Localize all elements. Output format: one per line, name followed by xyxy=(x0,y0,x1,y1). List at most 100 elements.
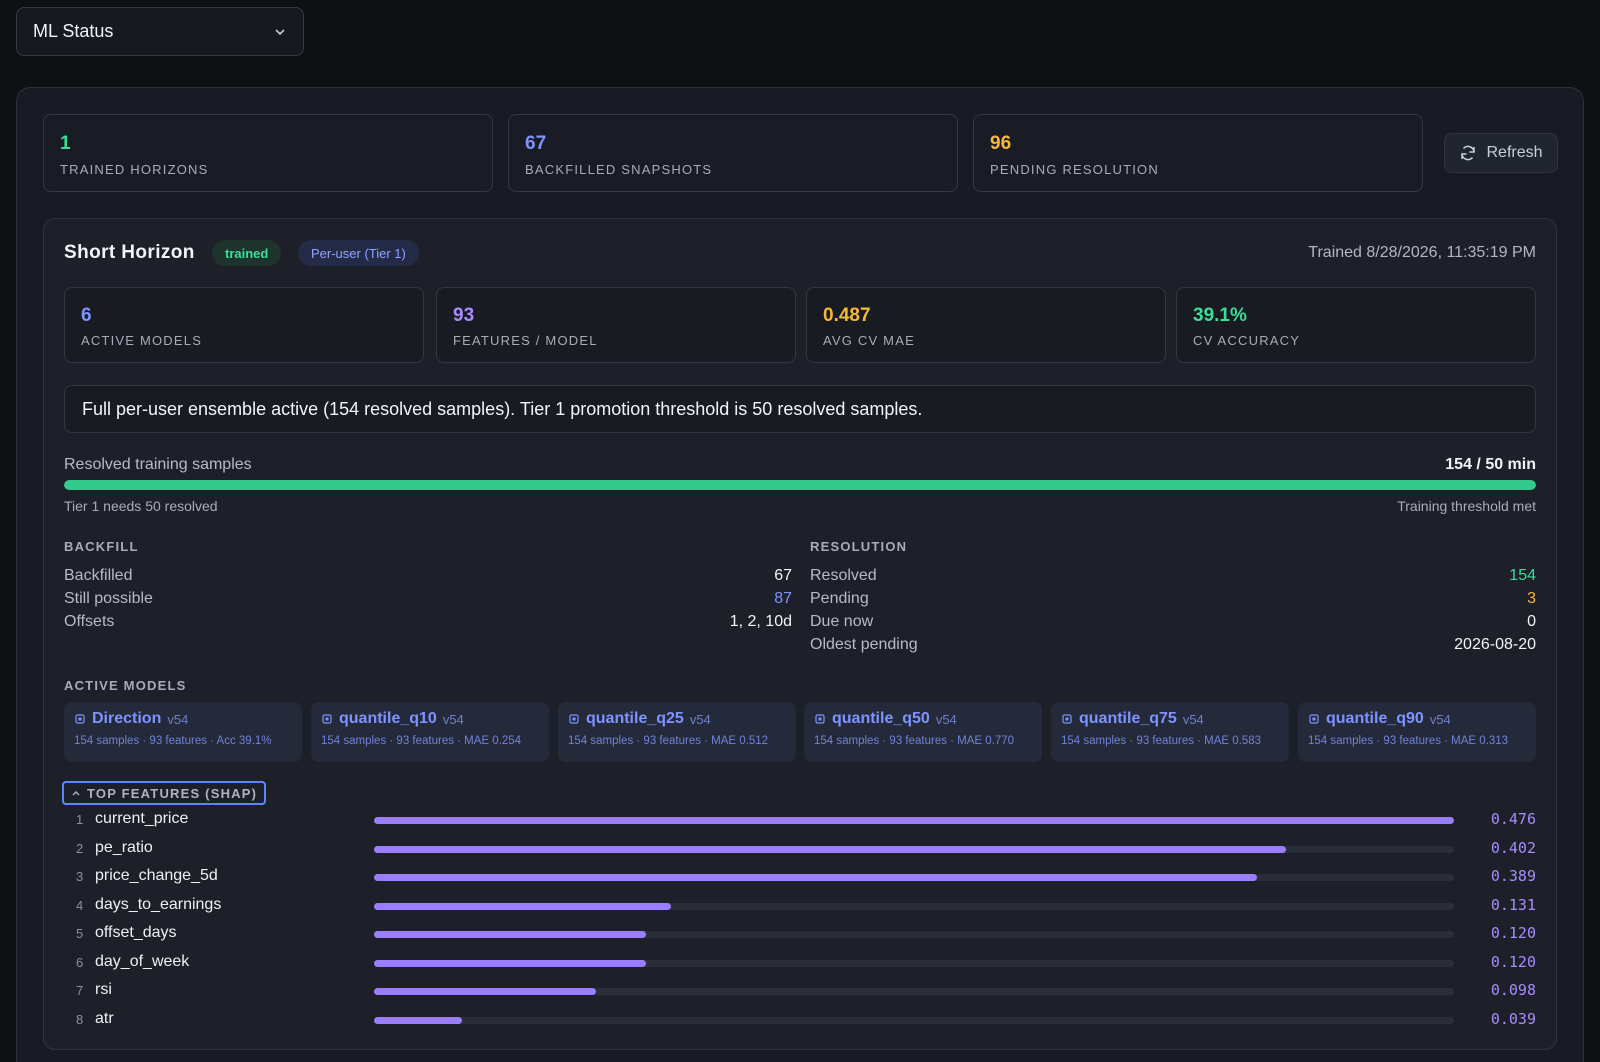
metric-features-per-model: 93 FEATURES / MODEL xyxy=(436,287,796,363)
model-version: v54 xyxy=(935,711,957,727)
model-card-quantile-q25[interactable]: quantile_q25 v54 154 samples · 93 featur… xyxy=(558,702,796,762)
metric-value: 6 xyxy=(81,305,92,326)
feature-row: 3 price_change_5d 0.389 xyxy=(64,863,1536,891)
feature-bar xyxy=(374,874,1257,881)
resolution-row: Oldest pending 2026-08-20 xyxy=(810,636,1536,654)
top-features-toggle[interactable]: TOP FEATURES (SHAP) xyxy=(62,781,267,805)
model-card-quantile-q10[interactable]: quantile_q10 v54 154 samples · 93 featur… xyxy=(311,702,549,762)
resolution-heading: RESOLUTION xyxy=(810,539,908,554)
feature-name: atr xyxy=(95,1009,114,1027)
model-name: Direction xyxy=(92,710,162,727)
stat-label: PENDING RESOLUTION xyxy=(990,162,1159,177)
chevron-down-icon xyxy=(275,28,285,35)
stat-pending-resolution: 96 PENDING RESOLUTION xyxy=(973,114,1423,192)
metric-label: FEATURES / MODEL xyxy=(453,333,598,348)
stat-trained-horizons: 1 TRAINED HORIZONS xyxy=(43,114,493,192)
model-stats: 154 samples · 93 features · MAE 0.254 xyxy=(321,735,522,747)
model-card-direction[interactable]: Direction v54 154 samples · 93 features … xyxy=(64,702,302,762)
metric-label: CV ACCURACY xyxy=(1193,333,1301,348)
tier-badge: Per-user (Tier 1) xyxy=(298,240,419,266)
feature-bar xyxy=(374,902,672,910)
feature-bar xyxy=(374,1016,463,1024)
metric-cv-accuracy: 39.1% CV ACCURACY xyxy=(1176,287,1536,363)
feature-rank: 5 xyxy=(76,926,84,941)
feature-row: 7 rsi 0.098 xyxy=(64,977,1536,1005)
feature-row: 8 atr 0.039 xyxy=(64,1006,1536,1034)
kv-value: 3 xyxy=(1527,590,1536,607)
feature-bar-track xyxy=(374,845,1454,853)
feature-bar-track xyxy=(374,874,1454,881)
kv-value: 2026-08-20 xyxy=(1454,636,1536,653)
feature-bar-track xyxy=(374,902,1454,910)
kv-key: Oldest pending xyxy=(810,636,918,653)
feature-row: 1 current_price 0.476 xyxy=(64,806,1536,834)
model-version: v54 xyxy=(689,711,711,727)
feature-rank: 3 xyxy=(76,869,84,884)
backfill-row: Backfilled 67 xyxy=(64,567,792,585)
feature-rank: 4 xyxy=(76,897,84,913)
feature-bar-track xyxy=(374,959,1454,967)
model-name: quantile_q75 xyxy=(1079,710,1177,727)
ml-status-select[interactable]: ML Status xyxy=(16,7,304,56)
refresh-label: Refresh xyxy=(1486,144,1543,161)
model-version: v54 xyxy=(1429,711,1451,727)
model-name: quantile_q25 xyxy=(586,710,684,727)
active-models-heading: ACTIVE MODELS xyxy=(64,678,187,693)
feature-row: 6 day_of_week 0.120 xyxy=(64,949,1536,977)
model-card-quantile-q90[interactable]: quantile_q90 v54 154 samples · 93 featur… xyxy=(1298,702,1536,762)
progress-track xyxy=(64,480,1536,490)
metric-value: 39.1% xyxy=(1193,305,1247,326)
horizon-title: Short Horizon xyxy=(64,242,195,263)
kv-key: Offsets xyxy=(64,613,115,630)
feature-bar xyxy=(374,959,647,967)
resolution-row: Resolved 154 xyxy=(810,567,1536,585)
model-version: v54 xyxy=(1182,711,1204,727)
feature-name: offset_days xyxy=(95,924,177,941)
progress-fill xyxy=(64,480,1536,490)
stat-value: 96 xyxy=(990,133,1012,154)
feature-name: pe_ratio xyxy=(95,838,153,856)
model-card-quantile-q50[interactable]: quantile_q50 v54 154 samples · 93 featur… xyxy=(804,702,1042,762)
metric-avg-cv-mae: 0.487 AVG CV MAE xyxy=(806,287,1166,363)
backfill-row: Offsets 1, 2, 10d xyxy=(64,613,792,631)
resolution-row: Due now 0 xyxy=(810,613,1536,631)
feature-value: 0.402 xyxy=(1490,838,1536,857)
progress-label: Resolved training samples xyxy=(64,456,252,473)
stat-label: TRAINED HORIZONS xyxy=(60,162,209,177)
feature-name: current_price xyxy=(95,810,189,827)
model-name: quantile_q50 xyxy=(832,710,930,727)
chevron-up-icon xyxy=(72,791,80,796)
metric-value: 0.487 xyxy=(823,305,871,326)
chip-icon xyxy=(815,714,825,724)
refresh-button[interactable]: Refresh xyxy=(1444,133,1558,173)
feature-bar xyxy=(374,817,1454,824)
chip-icon xyxy=(1309,714,1319,724)
kv-value: 67 xyxy=(774,567,792,584)
model-stats: 154 samples · 93 features · MAE 0.313 xyxy=(1308,735,1509,747)
model-card-quantile-q75[interactable]: quantile_q75 v54 154 samples · 93 featur… xyxy=(1051,702,1289,762)
feature-value: 0.098 xyxy=(1490,981,1536,999)
chip-icon xyxy=(569,714,579,724)
stat-value: 1 xyxy=(60,133,71,154)
kv-value: 1, 2, 10d xyxy=(729,613,792,630)
feature-value: 0.120 xyxy=(1490,952,1536,971)
feature-rank: 1 xyxy=(76,812,84,827)
select-value: ML Status xyxy=(33,21,114,41)
feature-bar-track xyxy=(374,988,1454,995)
stat-label: BACKFILLED SNAPSHOTS xyxy=(525,162,713,177)
status-badge: trained xyxy=(212,240,282,266)
metric-label: AVG CV MAE xyxy=(823,333,915,348)
stat-backfilled-snapshots: 67 BACKFILLED SNAPSHOTS xyxy=(508,114,958,192)
feature-name: price_change_5d xyxy=(95,867,218,884)
feature-value: 0.131 xyxy=(1490,895,1536,914)
feature-rank: 6 xyxy=(76,954,84,970)
feature-name: rsi xyxy=(95,981,112,998)
top-features-label: TOP FEATURES (SHAP) xyxy=(87,785,258,801)
progress-left-note: Tier 1 needs 50 resolved xyxy=(64,498,218,514)
feature-bar-track xyxy=(374,1016,1454,1024)
feature-value: 0.389 xyxy=(1490,867,1536,885)
stat-value: 67 xyxy=(525,133,547,154)
feature-row: 4 days_to_earnings 0.131 xyxy=(64,892,1536,920)
backfill-heading: BACKFILL xyxy=(64,539,139,554)
kv-value: 87 xyxy=(774,590,792,607)
